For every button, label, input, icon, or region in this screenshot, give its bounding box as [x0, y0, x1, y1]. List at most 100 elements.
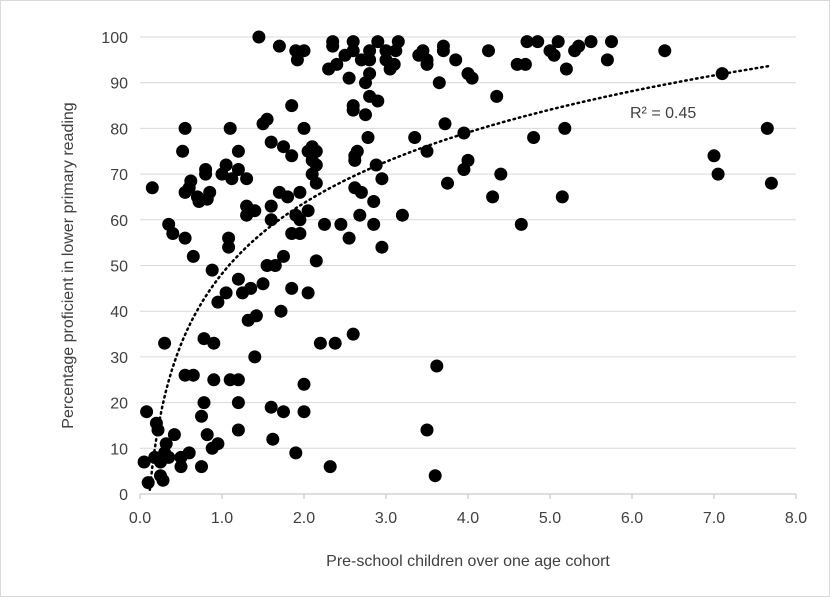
data-point [438, 117, 452, 131]
y-tick-label: 100 [101, 30, 128, 47]
data-point [342, 71, 356, 85]
data-point [605, 35, 618, 49]
y-tick-label: 90 [110, 76, 128, 93]
x-tick-label: 5.0 [539, 510, 561, 527]
r-squared-label: R² = 0.45 [630, 105, 696, 122]
data-point [178, 121, 192, 135]
data-point [200, 428, 214, 442]
data-point [375, 240, 389, 254]
data-point [199, 163, 213, 176]
data-point [420, 423, 434, 437]
data-point [313, 336, 327, 350]
data-point [432, 76, 446, 90]
data-point [167, 428, 181, 442]
data-point [361, 131, 375, 144]
y-tick-label: 10 [110, 441, 128, 458]
data-point [293, 227, 307, 240]
data-point [231, 423, 245, 437]
data-point [264, 135, 278, 149]
data-point [297, 377, 311, 391]
data-point [219, 158, 233, 172]
data-point [205, 263, 219, 277]
data-point [379, 44, 393, 58]
data-point [260, 112, 274, 126]
y-tick-label: 40 [110, 304, 128, 321]
data-point [527, 131, 541, 144]
y-tick-label: 30 [110, 350, 128, 367]
data-point [211, 437, 225, 451]
data-point [441, 176, 454, 190]
x-tick-label: 0.0 [129, 510, 151, 527]
data-point [186, 368, 200, 382]
data-point [248, 204, 262, 218]
data-point [277, 405, 290, 419]
data-point [186, 249, 200, 263]
data-point [428, 469, 442, 483]
data-point [249, 309, 263, 323]
x-tick-label: 3.0 [375, 510, 397, 527]
data-point [223, 121, 237, 135]
data-point [264, 400, 278, 414]
data-point [240, 172, 254, 186]
data-point [301, 286, 315, 300]
data-point [391, 35, 405, 49]
data-point [346, 44, 360, 58]
data-point [375, 172, 389, 186]
data-point [231, 163, 245, 176]
data-point [293, 213, 307, 227]
data-point [482, 44, 495, 58]
gridlines [140, 36, 796, 449]
data-point [151, 423, 165, 437]
data-point [195, 409, 208, 423]
data-point [715, 67, 729, 81]
x-tick-label: 2.0 [293, 510, 315, 527]
data-point [363, 44, 377, 58]
data-point [140, 405, 154, 419]
data-point [174, 460, 188, 474]
data-point [369, 158, 383, 172]
data-point [354, 185, 368, 199]
data-point [285, 149, 299, 163]
data-point [277, 140, 290, 154]
data-point [531, 35, 545, 49]
data-point [584, 35, 598, 49]
data-point [211, 295, 225, 309]
x-tick-labels: 0.0 1.0 2.0 3.0 4.0 5.0 6.0 7.0 8.0 [129, 510, 807, 527]
data-point [231, 144, 245, 158]
data-point [203, 185, 217, 199]
data-point [334, 217, 348, 231]
data-point [461, 153, 475, 167]
data-point [256, 277, 270, 291]
y-axis-title: Percentage proficient in lower primary r… [60, 102, 77, 428]
data-point [244, 281, 258, 295]
data-point [430, 359, 444, 373]
y-tick-label: 80 [110, 121, 128, 138]
data-point [297, 405, 311, 419]
data-point [555, 190, 569, 204]
data-point [449, 53, 463, 67]
data-point [231, 272, 245, 286]
axes [139, 493, 797, 499]
data-point [182, 446, 196, 460]
y-tick-label: 70 [110, 167, 128, 184]
data-point [518, 57, 532, 71]
data-point [707, 149, 721, 163]
data-point [436, 39, 450, 53]
data-point [658, 44, 672, 58]
data-point [363, 67, 377, 81]
data-point [252, 30, 266, 44]
data-point [559, 62, 573, 76]
data-point [231, 373, 245, 387]
data-point [285, 281, 299, 295]
data-point [266, 432, 280, 446]
data-point [289, 446, 303, 460]
data-point [141, 476, 155, 490]
y-tick-labels: 0 10 20 30 40 50 60 70 80 90 100 [101, 30, 128, 504]
data-point [207, 373, 221, 387]
data-point [350, 144, 364, 158]
x-tick-label: 6.0 [621, 510, 643, 527]
data-point [367, 217, 381, 231]
data-point [264, 199, 278, 213]
